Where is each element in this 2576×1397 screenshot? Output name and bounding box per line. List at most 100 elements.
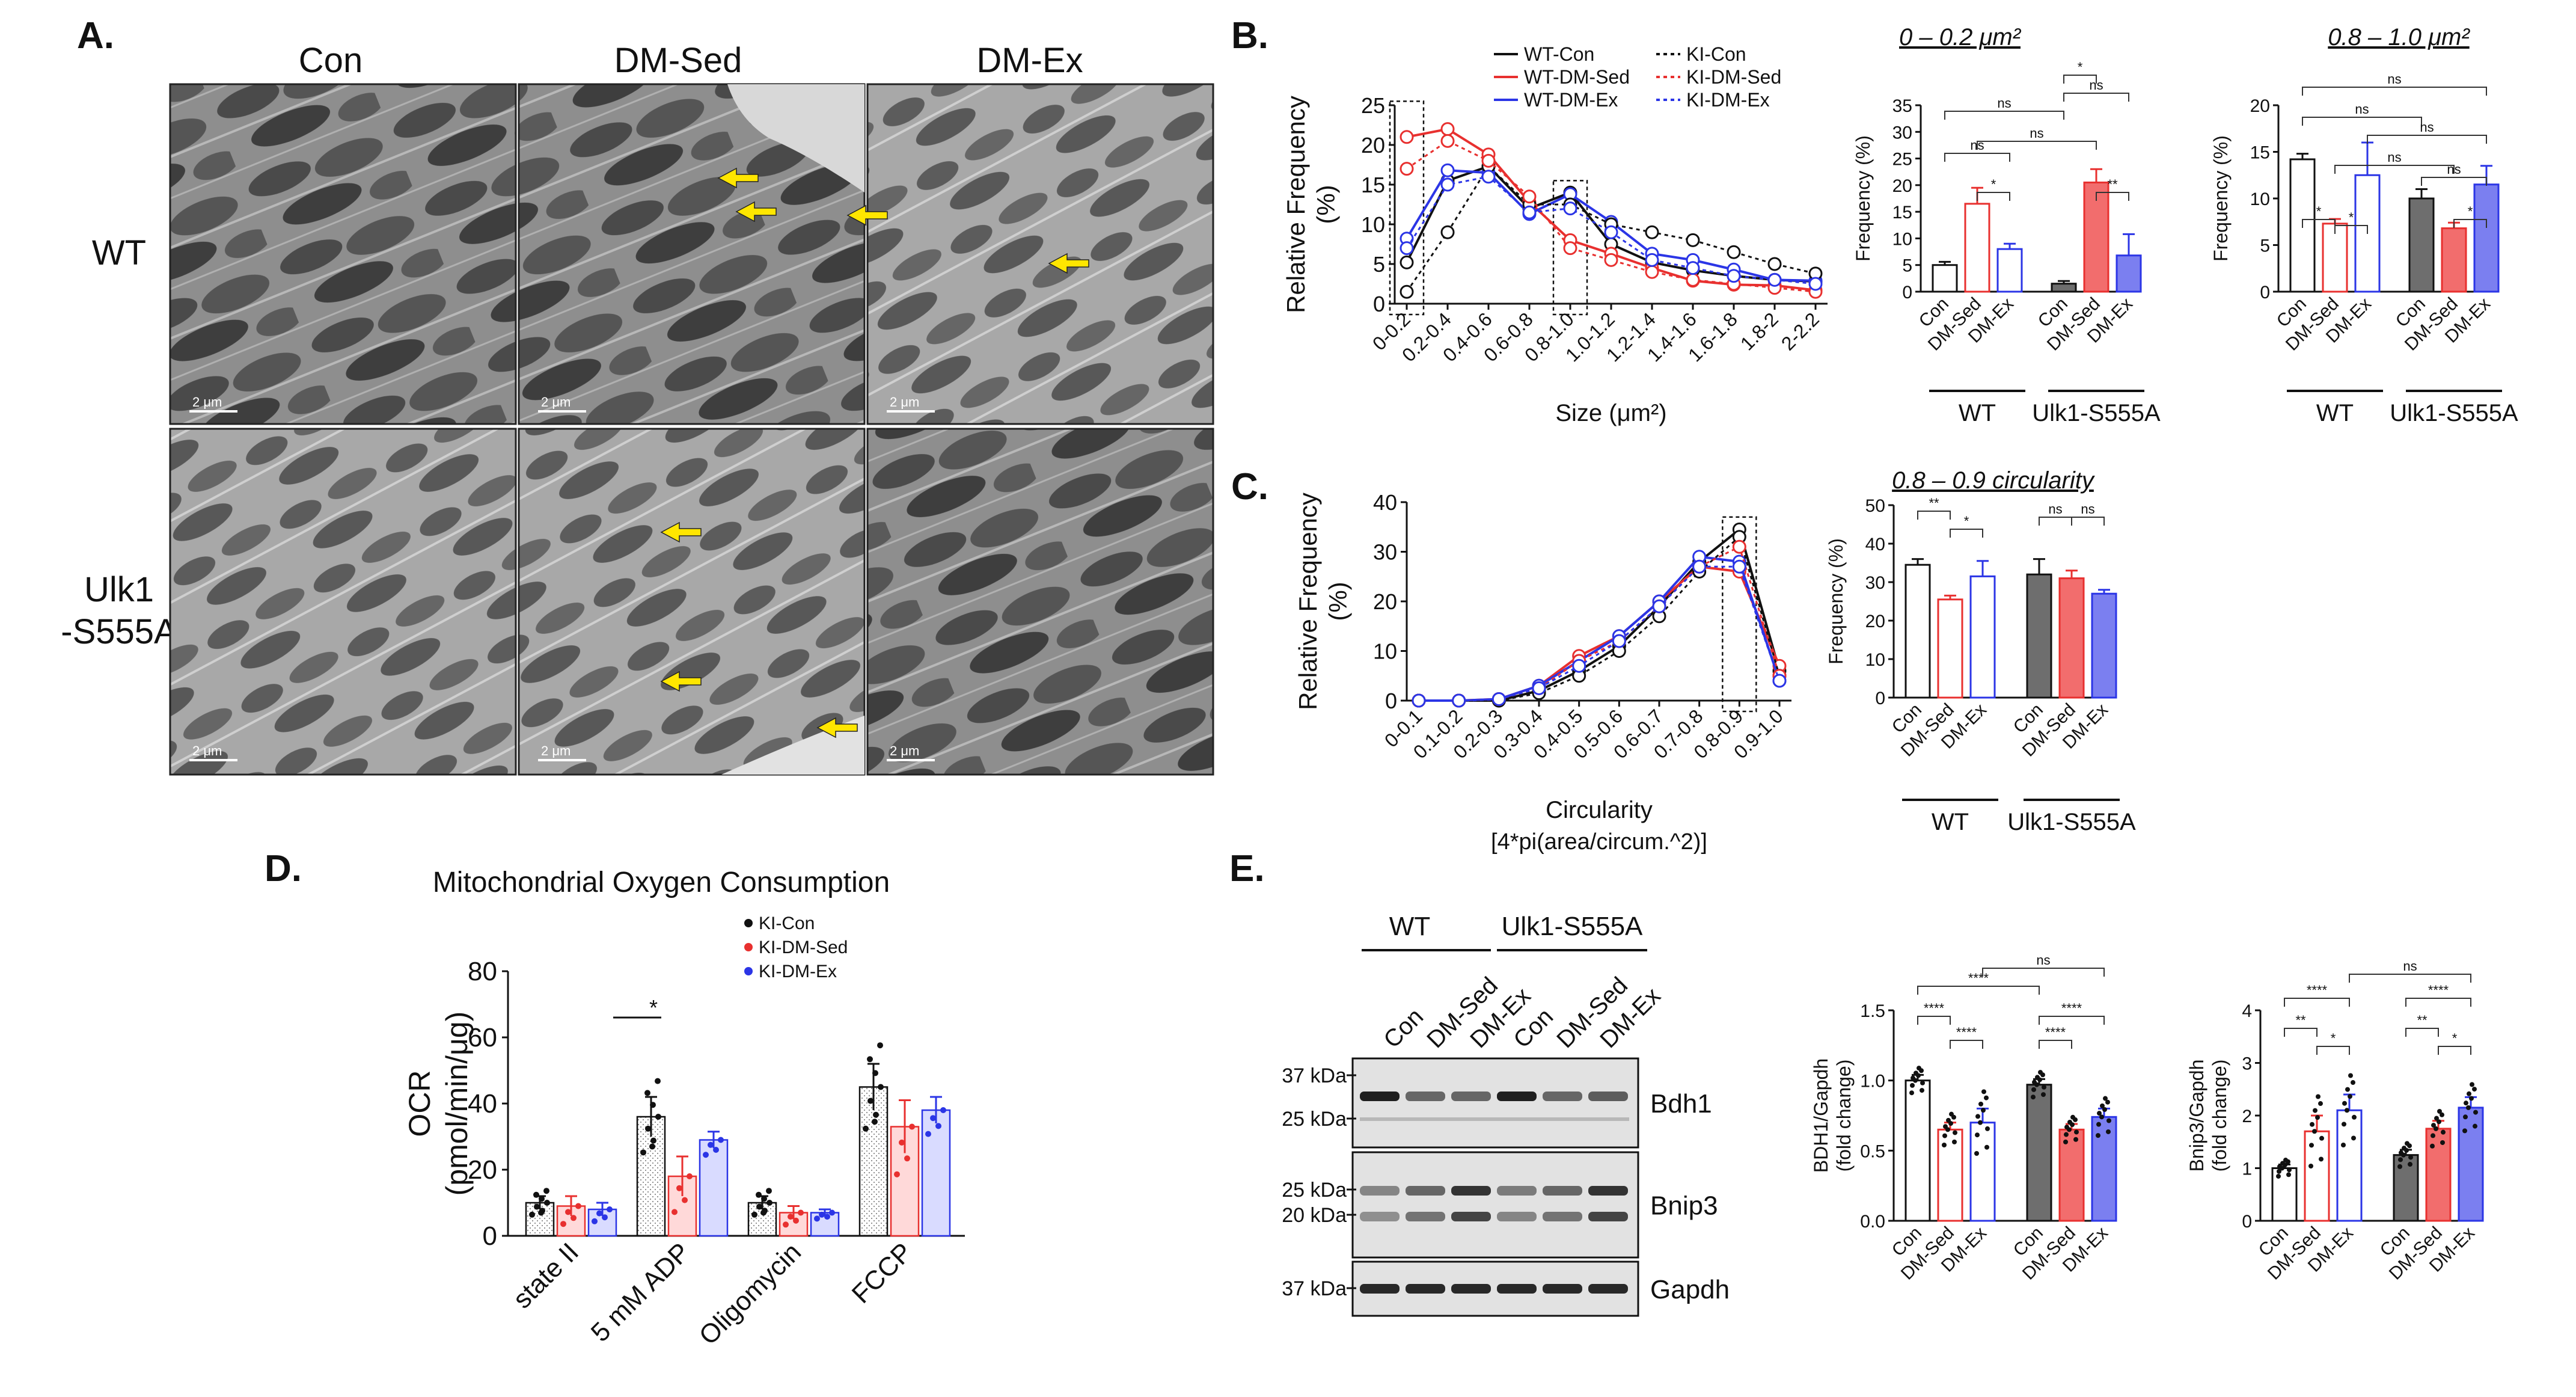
sig-bracket xyxy=(1977,192,2010,201)
em-image-wt-con xyxy=(169,83,517,425)
data-dot xyxy=(925,1131,931,1137)
bar xyxy=(2051,283,2077,293)
data-dot xyxy=(2064,1132,2069,1137)
data-dot xyxy=(2106,1129,2111,1134)
data-dot xyxy=(560,1221,566,1227)
x-tick-label: 2-2.2 xyxy=(1777,308,1823,354)
y-tick-label: 1.0 xyxy=(1860,1072,1885,1092)
legend-label: KI-DM-Sed xyxy=(759,938,848,957)
c-sub-title: 0.8 – 0.9 circularity xyxy=(1892,467,2096,494)
sig-bracket xyxy=(2302,219,2336,228)
data-dot xyxy=(867,1098,873,1104)
scale-bar-label: 2 μm xyxy=(890,395,919,410)
data-dot xyxy=(1910,1082,1915,1088)
data-dot xyxy=(751,1211,757,1218)
data-dot xyxy=(2431,1123,2436,1128)
legend-label: KI-DM-Ex xyxy=(1686,89,1770,111)
highlight-box xyxy=(1389,100,1425,316)
highlight-box xyxy=(1722,516,1757,713)
y-axis-label: Frequency (%) xyxy=(1852,135,1874,262)
blot-band xyxy=(1406,1092,1445,1101)
blot-band xyxy=(1588,1186,1628,1196)
data-dot xyxy=(2342,1122,2346,1127)
data-dot xyxy=(2035,1075,2040,1080)
data-point xyxy=(1400,162,1414,176)
data-dot xyxy=(2399,1150,2403,1155)
data-dot xyxy=(649,1143,655,1150)
blot-band xyxy=(1497,1284,1537,1294)
bar xyxy=(1904,563,1931,699)
data-point xyxy=(1645,253,1659,267)
data-dot xyxy=(2398,1157,2403,1162)
data-dot xyxy=(703,1152,709,1158)
data-dot xyxy=(1953,1130,1957,1135)
blot-band xyxy=(1451,1092,1491,1101)
data-dot xyxy=(1952,1139,1957,1144)
data-dot xyxy=(1942,1143,1947,1147)
scale-bar-label: 2 μm xyxy=(192,395,222,410)
data-point xyxy=(1481,170,1496,184)
legend-label: KI-DM-Ex xyxy=(759,962,837,981)
sig-bracket xyxy=(2438,1046,2471,1055)
sig-bracket xyxy=(2334,225,2368,234)
data-dot xyxy=(2464,1101,2468,1106)
bar xyxy=(2473,183,2500,293)
sig-bracket xyxy=(1944,153,2010,162)
data-dot xyxy=(788,1214,794,1220)
y-tick-label: 1.5 xyxy=(1860,1001,1885,1021)
sig-label: ns xyxy=(2403,959,2417,974)
data-point xyxy=(1440,122,1455,137)
y-tick-label: 50 xyxy=(1865,496,1885,516)
data-dot xyxy=(1917,1066,1921,1071)
data-point xyxy=(1612,634,1626,648)
y-tick-label: 35 xyxy=(1892,96,1912,116)
data-dot xyxy=(1949,1111,1954,1117)
panel-c-letter: C. xyxy=(1231,466,1268,508)
data-dot xyxy=(2103,1096,2108,1101)
data-point xyxy=(1563,241,1577,256)
y-tick-label: 20 xyxy=(2250,96,2270,116)
bar xyxy=(2026,573,2052,699)
legend-label: WT-DM-Sed xyxy=(1524,66,1630,88)
yellow-arrow-icon xyxy=(660,671,702,692)
sig-bracket xyxy=(1917,511,1951,520)
y-tick-label: 40 xyxy=(1373,490,1397,515)
panel-b: B. WT-Con KI-Con WT-DM-Sed KI-DM-Sed WT-DM-E… xyxy=(1231,15,2518,426)
blot-band xyxy=(1451,1284,1491,1294)
sig-bracket xyxy=(1917,1016,1951,1025)
legend-label: KI-Con xyxy=(759,913,815,933)
y-tick-label: 10 xyxy=(2250,189,2270,209)
data-dot xyxy=(1920,1080,1925,1085)
marker-label: 25 kDa xyxy=(1282,1179,1347,1202)
x-axis-label-2: [4*pi(area/circum.^2)] xyxy=(1491,829,1707,855)
sig-label: * xyxy=(2331,1031,2336,1046)
bar xyxy=(921,1109,951,1237)
data-dot xyxy=(2309,1143,2314,1148)
data-dot xyxy=(2440,1112,2444,1117)
data-dot xyxy=(872,1119,878,1125)
sig-bracket xyxy=(2039,517,2072,526)
band-label: Bdh1 xyxy=(1650,1089,1712,1119)
data-dot xyxy=(2096,1133,2100,1138)
group-label: WT xyxy=(1959,400,1996,426)
data-dot xyxy=(2470,1082,2474,1087)
y-tick-label: 0 xyxy=(1373,292,1385,316)
bar xyxy=(1964,203,1990,293)
blot-band xyxy=(1360,1186,1400,1196)
data-dot xyxy=(819,1211,825,1218)
x-tick-label: FCCP xyxy=(846,1237,918,1309)
y-tick-label: 10 xyxy=(1373,639,1397,664)
data-dot xyxy=(2286,1172,2291,1177)
y-tick-label: 0 xyxy=(2260,283,2270,302)
panel-b-legend: WT-Con KI-Con WT-DM-Sed KI-DM-Sed WT-DM-Ex KI… xyxy=(1494,43,1781,111)
blot-group-label: Ulk1-S555A xyxy=(1502,912,1643,941)
blot-group-label: WT xyxy=(1389,912,1430,941)
data-point xyxy=(1692,559,1707,574)
data-dot xyxy=(909,1123,915,1130)
data-point xyxy=(1440,163,1455,177)
data-dot xyxy=(676,1185,682,1191)
sig-bracket xyxy=(1977,141,2097,150)
sig-label: ns xyxy=(1997,96,2011,111)
series-line-wt-dm-ex xyxy=(1419,555,1781,702)
